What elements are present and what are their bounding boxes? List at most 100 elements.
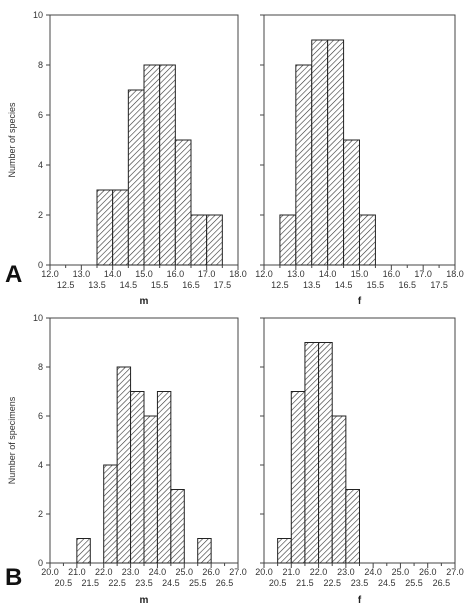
panel-2-bar bbox=[311, 39, 329, 266]
panel-2-bar bbox=[279, 214, 297, 266]
panel-2-bar bbox=[295, 64, 313, 266]
x-tick-label-major: 16.0 bbox=[383, 269, 401, 279]
x-tick-label-minor: 16.5 bbox=[182, 280, 200, 290]
x-tick-label-minor: 26.5 bbox=[433, 578, 451, 588]
y-axis-label-a: Number of species bbox=[7, 102, 17, 178]
panel-4-bar bbox=[331, 415, 347, 564]
x-tick-label-major: 20.0 bbox=[255, 567, 273, 577]
x-tick-label-minor: 17.5 bbox=[430, 280, 448, 290]
panel-2-bar bbox=[343, 139, 361, 266]
x-tick-label-major: 23.0 bbox=[122, 567, 140, 577]
x-tick-label-major: 13.0 bbox=[73, 269, 91, 279]
panel-3-bar bbox=[116, 366, 132, 564]
x-tick-label-minor: 23.5 bbox=[135, 578, 153, 588]
x-tick-label-major: 24.0 bbox=[149, 567, 167, 577]
y-axis-label-b: Number of specimens bbox=[7, 396, 17, 484]
x-tick-label-major: 17.0 bbox=[414, 269, 432, 279]
panel-2-xlabel: f bbox=[358, 296, 362, 307]
x-tick-label-minor: 20.5 bbox=[55, 578, 73, 588]
x-tick-label-minor: 15.5 bbox=[151, 280, 169, 290]
x-tick-label-minor: 25.5 bbox=[189, 578, 207, 588]
x-tick-label-major: 15.0 bbox=[351, 269, 369, 279]
x-tick-label-major: 22.0 bbox=[95, 567, 113, 577]
x-tick-label-minor: 23.5 bbox=[351, 578, 369, 588]
panel-1-xlabel: m bbox=[140, 296, 149, 307]
panel-3-xlabel: m bbox=[140, 595, 149, 606]
x-tick-label-minor: 16.5 bbox=[398, 280, 416, 290]
panel-1-bar bbox=[174, 139, 192, 266]
y-tick-label: 10 bbox=[33, 313, 43, 323]
x-tick-label-minor: 14.5 bbox=[120, 280, 138, 290]
y-tick-label: 0 bbox=[38, 558, 43, 568]
x-tick-label-minor: 22.5 bbox=[323, 578, 341, 588]
y-tick-label: 4 bbox=[38, 460, 43, 470]
x-tick-label-major: 26.0 bbox=[419, 567, 437, 577]
y-tick-label: 6 bbox=[38, 411, 43, 421]
x-tick-label-major: 25.0 bbox=[176, 567, 194, 577]
x-tick-label-minor: 12.5 bbox=[271, 280, 289, 290]
panel-3-bar bbox=[103, 464, 118, 564]
x-tick-label-major: 12.0 bbox=[41, 269, 59, 279]
panel-letter-b: B bbox=[5, 564, 22, 591]
x-tick-label-minor: 17.5 bbox=[214, 280, 232, 290]
x-tick-label-minor: 24.5 bbox=[162, 578, 180, 588]
x-tick-label-minor: 24.5 bbox=[378, 578, 396, 588]
x-tick-label-major: 27.0 bbox=[446, 567, 464, 577]
x-tick-label-major: 12.0 bbox=[255, 269, 273, 279]
x-tick-label-minor: 13.5 bbox=[88, 280, 106, 290]
y-tick-label: 2 bbox=[38, 509, 43, 519]
panel-1-bar bbox=[112, 189, 129, 266]
x-tick-label-major: 21.0 bbox=[68, 567, 86, 577]
panel-3-bar bbox=[156, 391, 172, 564]
panel-2-bar bbox=[327, 39, 345, 266]
x-tick-label-minor: 26.5 bbox=[216, 578, 234, 588]
panel-3-bar bbox=[76, 538, 91, 564]
panel-3-bar bbox=[130, 391, 145, 564]
panel-4-bar bbox=[345, 489, 361, 564]
x-tick-label-major: 23.0 bbox=[337, 567, 355, 577]
x-tick-label-major: 14.0 bbox=[104, 269, 122, 279]
x-tick-label-minor: 13.5 bbox=[303, 280, 321, 290]
x-tick-label-major: 27.0 bbox=[229, 567, 247, 577]
x-tick-label-major: 21.0 bbox=[283, 567, 301, 577]
panel-letter-a: A bbox=[5, 261, 22, 288]
x-tick-label-minor: 15.5 bbox=[367, 280, 385, 290]
y-tick-label: 8 bbox=[38, 60, 43, 70]
x-tick-label-major: 16.0 bbox=[167, 269, 185, 279]
x-tick-label-minor: 25.5 bbox=[405, 578, 423, 588]
y-tick-label: 6 bbox=[38, 110, 43, 120]
x-tick-label-major: 14.0 bbox=[319, 269, 337, 279]
x-tick-label-minor: 21.5 bbox=[82, 578, 100, 588]
y-tick-label: 0 bbox=[38, 260, 43, 270]
panel-1-bar bbox=[190, 214, 208, 266]
panel-3-bar bbox=[170, 489, 185, 564]
panel-1-bar bbox=[143, 64, 161, 266]
x-tick-label-major: 17.0 bbox=[198, 269, 216, 279]
x-tick-label-major: 26.0 bbox=[202, 567, 220, 577]
x-tick-label-major: 18.0 bbox=[229, 269, 247, 279]
panel-4-xlabel: f bbox=[358, 595, 362, 606]
x-tick-label-major: 24.0 bbox=[364, 567, 382, 577]
x-tick-label-major: 13.0 bbox=[287, 269, 305, 279]
y-tick-label: 10 bbox=[33, 10, 43, 20]
x-tick-label-major: 15.0 bbox=[135, 269, 153, 279]
x-tick-label-major: 20.0 bbox=[41, 567, 59, 577]
y-tick-label: 4 bbox=[38, 160, 43, 170]
panel-4-bar bbox=[277, 538, 292, 564]
y-tick-label: 2 bbox=[38, 210, 43, 220]
panel-3-bar bbox=[143, 415, 158, 564]
y-tick-label: 8 bbox=[38, 362, 43, 372]
panel-1-bar bbox=[127, 89, 145, 266]
x-tick-label-minor: 12.5 bbox=[57, 280, 75, 290]
panel-3-bar bbox=[197, 538, 212, 564]
x-tick-label-minor: 21.5 bbox=[296, 578, 314, 588]
x-tick-label-major: 18.0 bbox=[446, 269, 464, 279]
x-tick-label-minor: 20.5 bbox=[269, 578, 287, 588]
panel-2-bar bbox=[359, 214, 376, 266]
x-tick-label-major: 25.0 bbox=[392, 567, 410, 577]
panel-4-bar bbox=[290, 391, 306, 564]
x-tick-label-minor: 22.5 bbox=[108, 578, 126, 588]
panel-1-bar bbox=[206, 214, 223, 266]
